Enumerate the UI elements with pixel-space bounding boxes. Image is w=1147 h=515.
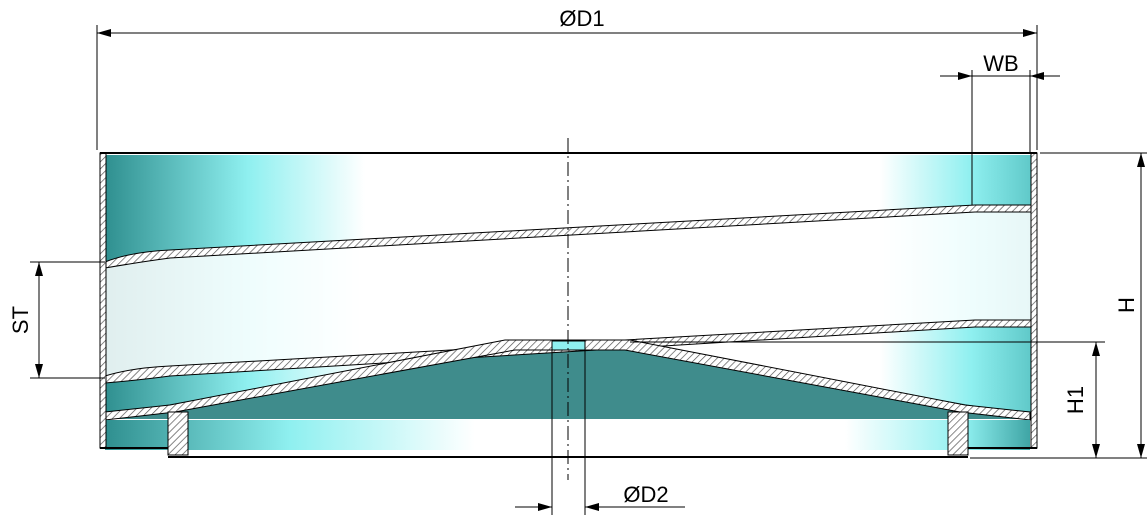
wall-left (99, 152, 107, 449)
dimension-label: H (1114, 297, 1139, 313)
ring-wall-right (947, 411, 969, 456)
ring-wall-left (167, 411, 189, 456)
dimension-label: ØD2 (623, 482, 668, 507)
dimension-label: ST (8, 306, 33, 334)
cone-base (105, 415, 1030, 419)
dimension-label: WB (983, 51, 1018, 76)
dimension-label: ØD1 (559, 6, 604, 31)
dimension-label: H1 (1063, 386, 1088, 414)
wall-right (1030, 152, 1038, 449)
